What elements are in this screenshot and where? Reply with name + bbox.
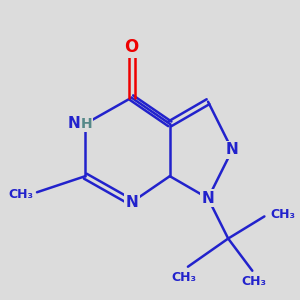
Text: CH₃: CH₃ <box>270 208 296 221</box>
Text: O: O <box>124 38 139 56</box>
Text: CH₃: CH₃ <box>8 188 33 201</box>
Text: N: N <box>226 142 239 158</box>
Text: N: N <box>125 195 138 210</box>
Text: H: H <box>80 117 92 131</box>
Text: N: N <box>68 116 80 131</box>
Text: N: N <box>202 191 214 206</box>
Text: CH₃: CH₃ <box>171 271 196 284</box>
Text: CH₃: CH₃ <box>242 275 267 288</box>
